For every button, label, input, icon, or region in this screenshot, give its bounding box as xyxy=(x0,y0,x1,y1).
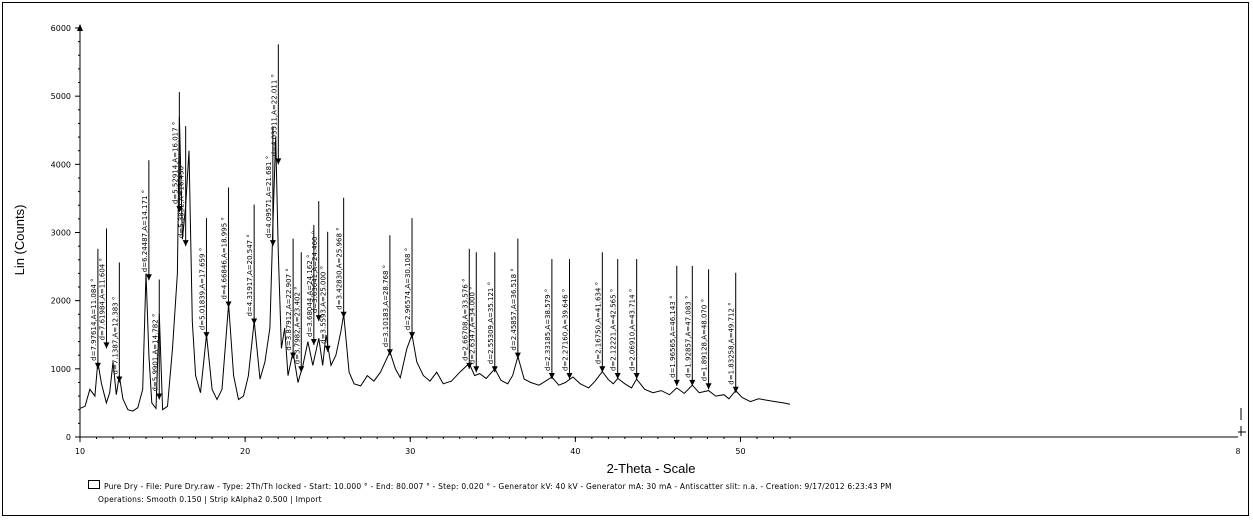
peak-label: d=2.12221,A=42.565 ° xyxy=(610,289,618,371)
peak-label: d=4.03511,A=22.011 ° xyxy=(270,74,278,156)
y-tick-label: 6000 xyxy=(51,24,71,33)
y-tick-label: 5000 xyxy=(51,92,71,101)
peak-marker xyxy=(386,349,393,356)
peak-marker xyxy=(689,379,696,386)
peak-marker xyxy=(473,366,480,373)
series-line xyxy=(79,116,791,412)
peak-marker xyxy=(315,315,322,322)
peak-label: d=3.63641,A=24.460 ° xyxy=(311,231,319,313)
y-tick-label: 2000 xyxy=(51,297,71,306)
peak-marker xyxy=(176,206,183,213)
peak-label: d=2.55309,A=35.121 ° xyxy=(487,282,495,364)
peak-label: d=2.66708,A=33.576 ° xyxy=(461,278,469,360)
y-tick-label: 1000 xyxy=(51,365,71,374)
peak-label: d=4.66846,A=18.995 ° xyxy=(221,217,229,299)
peak-label: d=5.3832,A=16.450 ° xyxy=(178,160,186,238)
peak-label: d=3.5593,A=25.000 ° xyxy=(320,266,328,344)
legend-swatch-icon xyxy=(88,480,100,489)
peak-label: d=5.9901,A=14.782 ° xyxy=(151,314,159,392)
x-tick-label: 10 xyxy=(75,447,85,456)
peak-label: d=5.01839,A=17.659 ° xyxy=(198,248,206,330)
peak-marker xyxy=(116,376,123,383)
peak-marker xyxy=(614,373,621,380)
y-axis-label: Lin (Counts) xyxy=(12,205,27,276)
peak-marker xyxy=(203,332,210,339)
peak-label: d=2.06910,A=43.714 ° xyxy=(629,289,637,371)
peak-label: d=7.97614,A=11.084 ° xyxy=(90,278,98,360)
peak-marker xyxy=(251,318,258,325)
peak-marker xyxy=(310,338,317,345)
peak-label: d=2.96574,A=30.108 ° xyxy=(404,248,412,330)
x-tick-label: 30 xyxy=(405,447,415,456)
peak-marker xyxy=(599,366,606,373)
x-tick-label: 20 xyxy=(240,447,250,456)
peak-label: d=2.33185,A=38.579 ° xyxy=(544,289,552,371)
peak-label: d=1.92857,A=47.083 ° xyxy=(684,296,692,378)
peak-marker xyxy=(491,366,498,373)
peak-label: d=3.42830,A=25.968 ° xyxy=(336,227,344,309)
x-axis-label: 2-Theta - Scale xyxy=(607,461,696,476)
peak-label: d=2.45857,A=36.518 ° xyxy=(510,268,518,350)
peak-marker xyxy=(705,383,712,390)
peak-marker xyxy=(182,240,189,247)
peak-marker xyxy=(673,379,680,386)
series-layer xyxy=(79,116,791,412)
peak-marker xyxy=(514,352,521,359)
peak-layer: d=7.97614,A=11.084 ° d=7.61984,A=11.604 °… xyxy=(90,44,739,400)
peak-label: d=3.10183,A=28.768 ° xyxy=(382,265,390,347)
peak-marker xyxy=(633,373,640,380)
peak-label: d=4.09571,A=21.681 ° xyxy=(265,156,273,238)
peak-marker xyxy=(156,393,163,400)
peak-marker xyxy=(732,386,739,393)
peak-label: d=7.61984,A=11.604 ° xyxy=(98,258,106,340)
peak-marker xyxy=(103,342,110,349)
peak-label: d=4.31917,A=20.547 ° xyxy=(246,234,254,316)
peak-marker xyxy=(340,311,347,318)
x-tick-label: 40 xyxy=(570,447,580,456)
peak-marker xyxy=(225,301,232,308)
peak-marker xyxy=(298,366,305,373)
footer-operations: Operations: Smooth 0.150 | Strip kAlpha2… xyxy=(98,495,322,504)
axes xyxy=(77,24,1238,438)
y-tick-label: 3000 xyxy=(51,229,71,238)
footer-scan-info: Pure Dry - File: Pure Dry.raw - Type: 2T… xyxy=(104,482,892,491)
peak-label: d=1.89128,A=48.070 ° xyxy=(701,299,709,381)
right-edge-marks xyxy=(1238,408,1246,436)
peak-label: d=2.6347,A=34.000 ° xyxy=(468,286,476,364)
peak-marker xyxy=(269,240,276,247)
peak-label: d=1.83258,A=49.712 ° xyxy=(728,302,736,384)
peak-label: d=3.87912,A=22.907 ° xyxy=(285,268,293,350)
peak-label: d=2.16750,A=41.634 ° xyxy=(594,282,602,364)
peak-marker xyxy=(94,362,101,369)
x-tick-label: 50 xyxy=(735,447,745,456)
y-tick-label: 4000 xyxy=(51,160,71,169)
peak-label: d=1.96565,A=46.143 ° xyxy=(669,296,677,378)
peak-marker xyxy=(466,362,473,369)
y-tick-label: 0 xyxy=(66,433,71,442)
peak-label: d=3.68044,A=24.162 ° xyxy=(306,255,314,337)
peak-marker xyxy=(566,373,573,380)
peak-label: d=5.52914,A=16.017 ° xyxy=(171,122,179,204)
peak-marker xyxy=(145,274,152,281)
peak-label: d=7.1387,A=12.383 ° xyxy=(111,297,119,375)
peak-marker xyxy=(324,345,331,352)
peak-marker xyxy=(275,158,282,165)
ticks: 0 1000 2000 3000 4000 5000 6000 10 20 30 40 50 xyxy=(51,24,791,456)
peak-label: d=6.24487,A=14.171 ° xyxy=(141,190,149,272)
peak-marker xyxy=(409,332,416,339)
peak-label: d=2.27160,A=39.646 ° xyxy=(562,289,570,371)
peak-marker xyxy=(548,373,555,380)
peak-label: d=3.7982,A=23.402 ° xyxy=(293,286,301,364)
secondary-axis-label: 8 xyxy=(1236,447,1241,456)
peak-marker xyxy=(290,352,297,359)
